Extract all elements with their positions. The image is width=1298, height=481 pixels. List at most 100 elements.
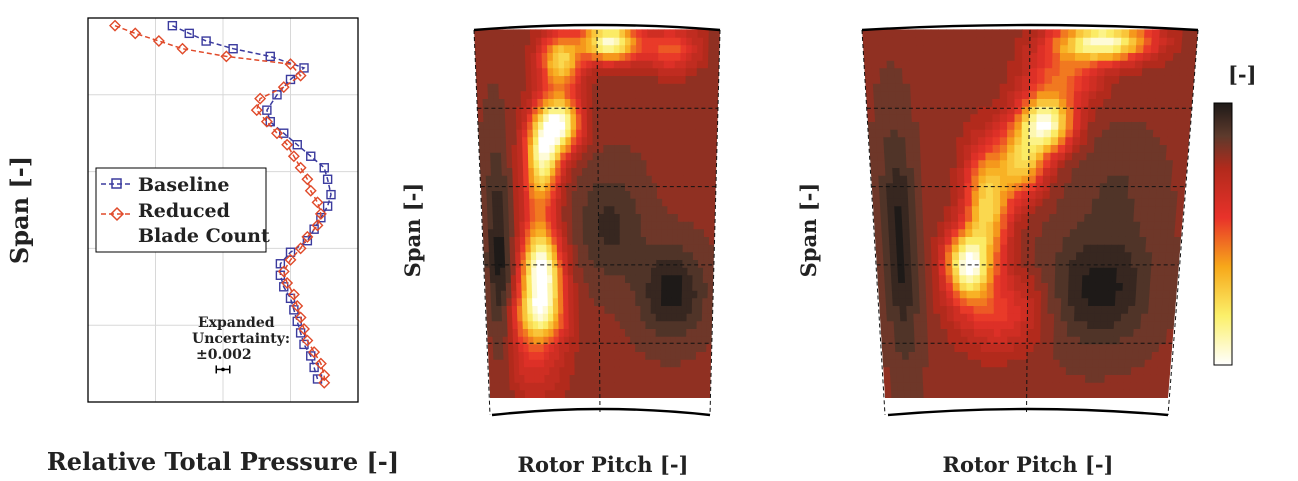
contour-cell — [1043, 136, 1052, 145]
contour-cell — [1126, 67, 1136, 76]
contour-cell — [506, 144, 513, 153]
contour-cell — [630, 37, 637, 46]
contour-cell — [685, 351, 692, 360]
contour-cell — [540, 228, 547, 237]
contour-cell — [909, 221, 917, 230]
contour-cell — [1028, 175, 1037, 184]
line-chart-y-axis-label: Span [-] — [5, 156, 34, 264]
contour-cell — [1000, 351, 1008, 360]
contour-cell — [1103, 90, 1112, 99]
contour-cell — [958, 228, 966, 237]
contour-cell — [630, 328, 636, 337]
contour-cell — [570, 106, 577, 115]
contour-cell — [515, 98, 522, 107]
contour-cell — [498, 359, 505, 368]
contour-cell — [493, 351, 500, 360]
contour-cell — [657, 83, 665, 92]
contour-cell — [520, 75, 527, 84]
contour-cell — [963, 159, 972, 168]
contour-cell — [559, 98, 566, 107]
contour-cell — [1014, 90, 1023, 99]
contour-cell — [656, 205, 663, 214]
contour-cell — [992, 152, 1001, 161]
contour-cell — [645, 267, 652, 276]
contour-cell — [942, 152, 951, 161]
contour-cell — [928, 167, 937, 176]
contour-cell — [586, 60, 593, 69]
contour-cell — [967, 343, 975, 352]
contour-cell — [876, 136, 885, 145]
contour-cell — [667, 205, 674, 214]
contour-cell — [944, 236, 953, 245]
contour-cell — [1137, 359, 1146, 368]
contour-cell — [1104, 366, 1113, 375]
contour-cell — [1026, 382, 1034, 391]
contour-cell — [513, 205, 520, 214]
contour-cell — [608, 90, 615, 99]
contour-cell — [964, 182, 973, 191]
contour-cell — [1108, 297, 1116, 306]
contour-cell — [667, 175, 674, 184]
contour-cell — [641, 144, 648, 153]
contour-cell — [1147, 320, 1155, 329]
contour-cell — [978, 205, 987, 214]
series-line — [114, 24, 325, 383]
contour-cell — [999, 90, 1008, 99]
contour-reduced-x-axis-label: Rotor Pitch [-] — [943, 452, 1114, 477]
contour-cell — [1117, 366, 1126, 375]
contour-cell — [498, 228, 505, 237]
contour-cell — [1073, 336, 1081, 345]
contour-cell — [579, 343, 585, 352]
contour-cell — [523, 175, 530, 184]
contour-cell — [993, 305, 1002, 314]
contour-cell — [497, 190, 504, 199]
contour-cell — [1040, 297, 1049, 306]
contour-cell — [1080, 320, 1088, 329]
contour-cell — [1175, 213, 1184, 222]
contour-cell — [924, 251, 932, 260]
contour-cell — [1028, 213, 1036, 222]
contour-cell — [646, 90, 653, 99]
contour-cell — [1095, 113, 1104, 122]
contour-cell — [1021, 159, 1030, 168]
data-point — [302, 236, 313, 246]
contour-cell — [619, 251, 626, 260]
contour-cell — [1139, 106, 1148, 115]
contour-cell — [1037, 67, 1046, 76]
contour-cell — [902, 83, 911, 92]
contour-cell — [520, 90, 527, 99]
contour-cell — [1132, 98, 1142, 107]
contour-cell — [1126, 213, 1135, 222]
contour-cell — [1072, 129, 1081, 138]
contour-cell — [526, 297, 533, 306]
contour-cell — [686, 37, 693, 46]
contour-cell — [582, 167, 589, 176]
contour-cell — [873, 90, 882, 99]
contour-cell — [881, 98, 890, 107]
contour-cell — [1132, 106, 1141, 115]
contour-cell — [1182, 129, 1191, 138]
contour-cell — [1098, 37, 1107, 46]
contour-cell — [1079, 336, 1088, 345]
contour-cell — [585, 29, 593, 38]
contour-cell — [1100, 328, 1108, 337]
contour-cell — [488, 359, 495, 368]
contour-cell — [663, 121, 670, 130]
contour-cell — [904, 274, 913, 283]
contour-cell — [1126, 75, 1135, 84]
contour-cell — [534, 205, 541, 214]
contour-cell — [875, 251, 884, 260]
contour-cell — [603, 98, 610, 107]
contour-cell — [1022, 29, 1031, 38]
contour-cell — [554, 113, 561, 122]
contour-cell — [566, 198, 573, 207]
contour-cell — [563, 336, 570, 345]
contour-cell — [490, 282, 497, 291]
contour-cell — [614, 228, 621, 237]
contour-cell — [693, 213, 700, 222]
contour-cell — [1007, 382, 1015, 391]
contour-cell — [1119, 213, 1128, 222]
contour-cell — [591, 37, 598, 46]
contour-cell — [1164, 267, 1173, 276]
contour-cell — [917, 259, 926, 268]
